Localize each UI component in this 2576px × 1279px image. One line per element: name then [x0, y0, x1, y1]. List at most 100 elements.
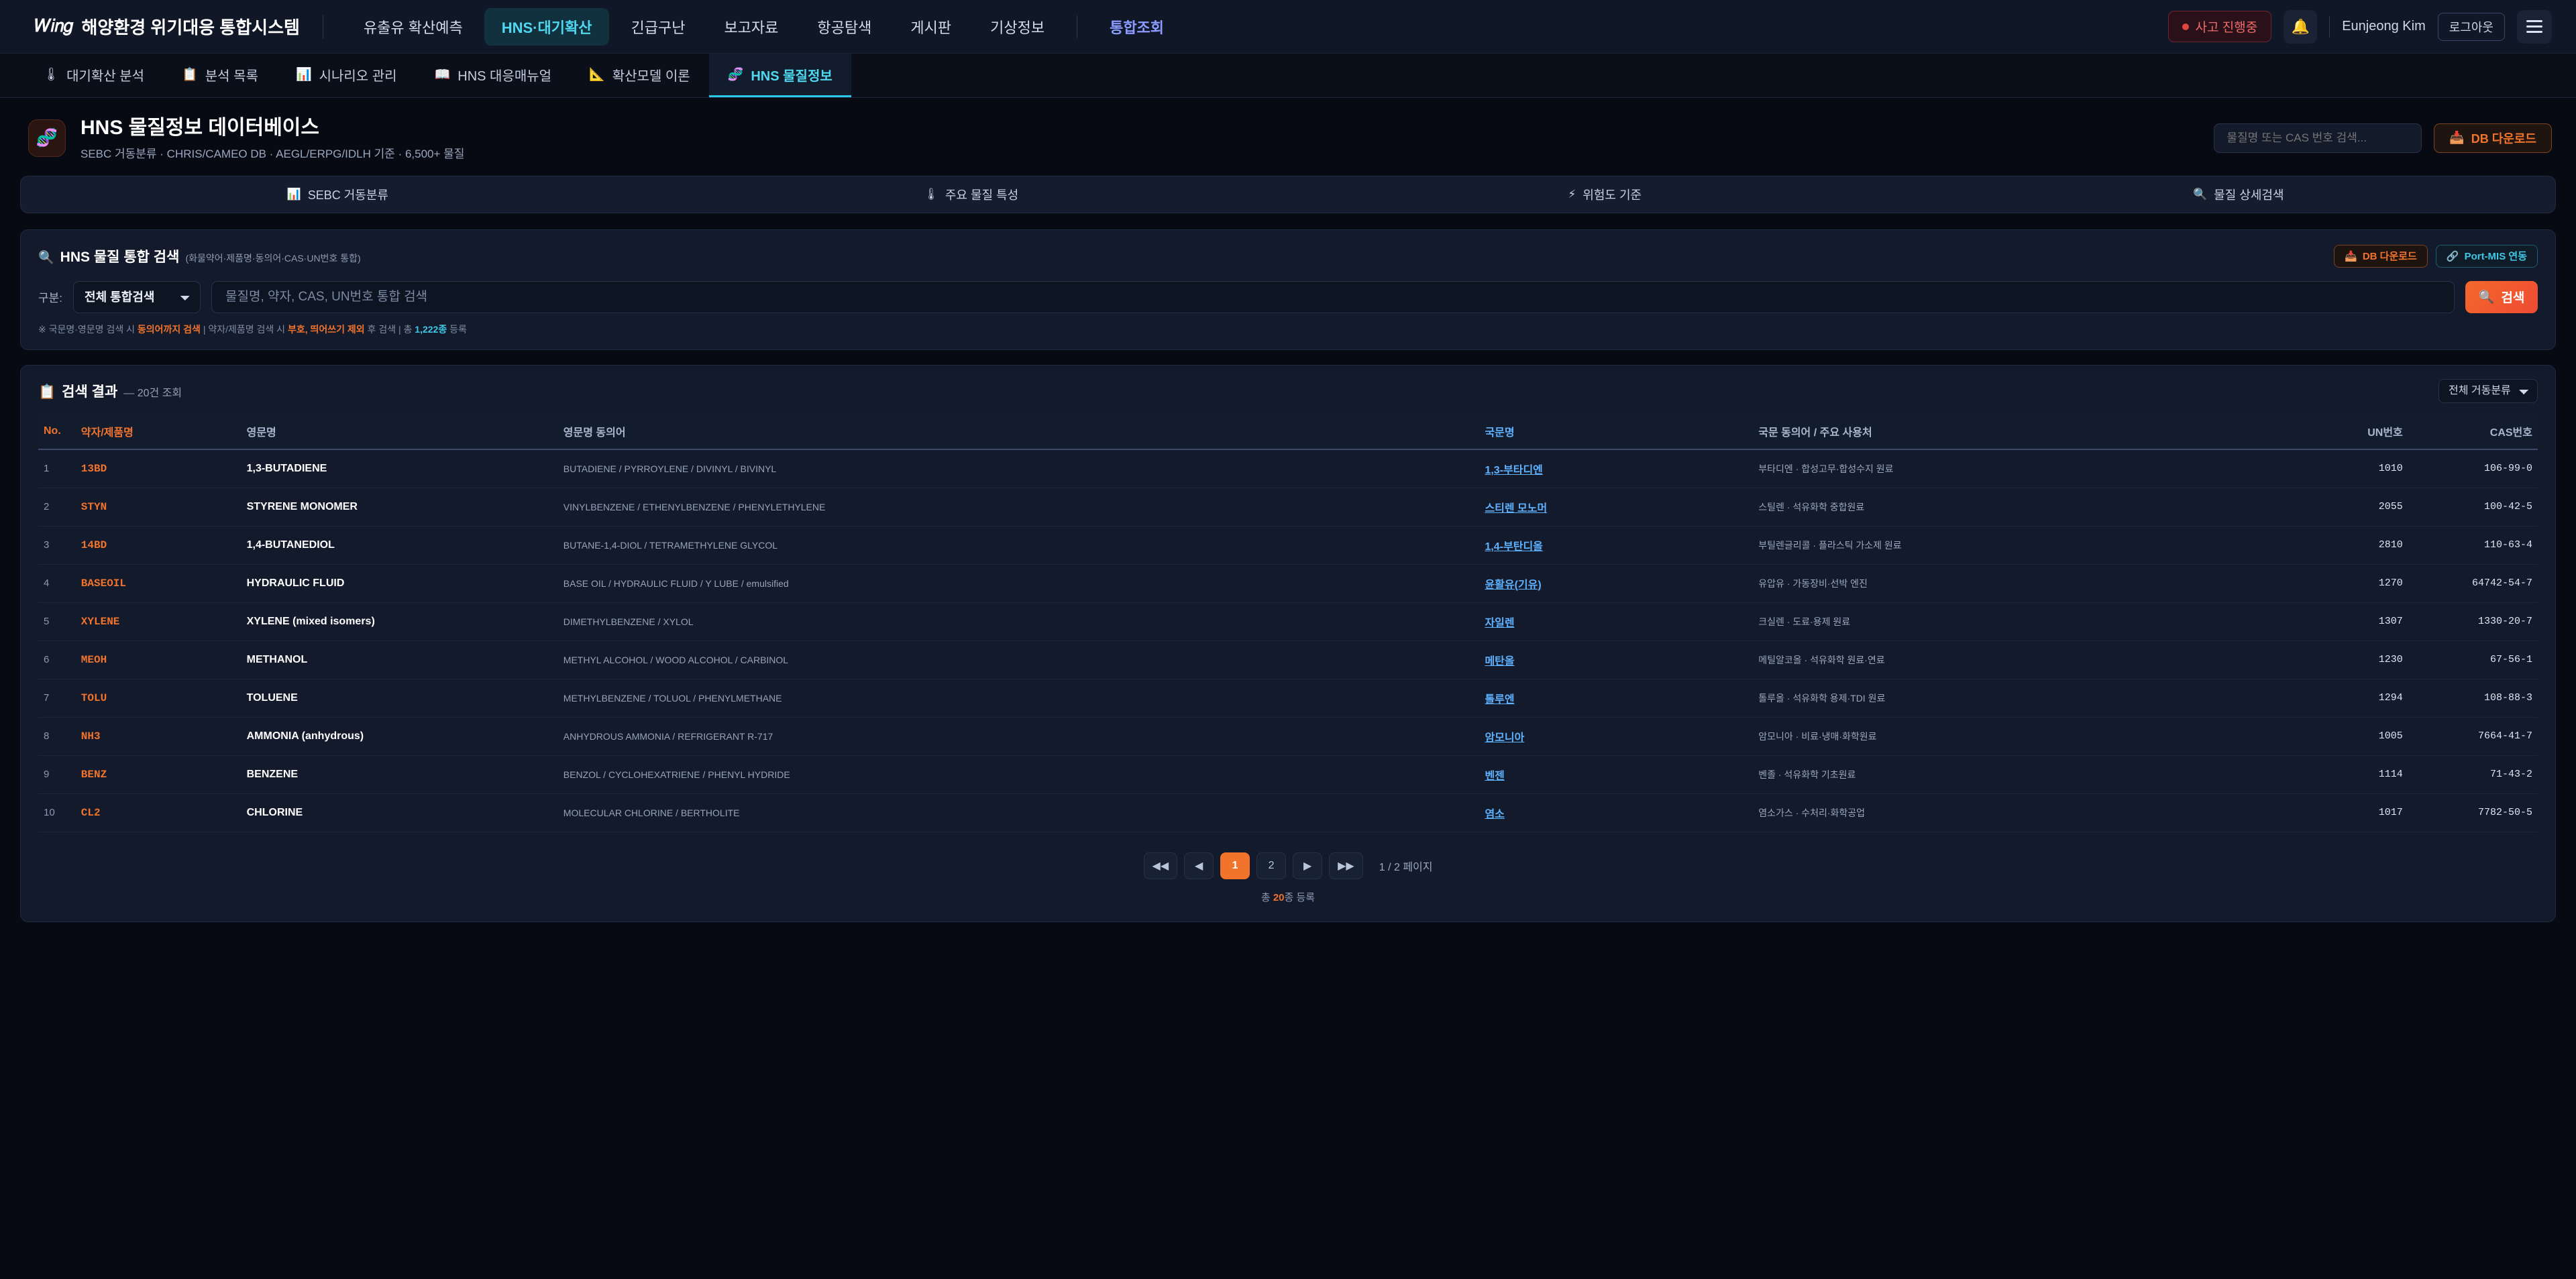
korean-name-link[interactable]: 윤활유(기유): [1485, 579, 1542, 591]
korean-name-link[interactable]: 1,3-부타디엔: [1485, 464, 1543, 476]
notification-bell-icon[interactable]: 🔔: [2284, 9, 2318, 44]
column-header-korean[interactable]: 국문명: [1479, 414, 1754, 450]
cell-korean[interactable]: 1,3-부타디엔: [1479, 449, 1754, 488]
column-header-no[interactable]: No.: [38, 414, 76, 450]
total-number: 20: [1273, 891, 1285, 903]
cell-english-synonyms: ANHYDROUS AMMONIA / REFRIGERANT R-717: [557, 717, 1480, 756]
main-menu-item-weather[interactable]: 기상정보: [990, 19, 1045, 36]
column-header-cas-number[interactable]: CAS번호: [2408, 414, 2538, 450]
pagination-last-button[interactable]: ▶▶: [1329, 852, 1363, 879]
cell-korean[interactable]: 윤활유(기유): [1479, 564, 1754, 603]
subnav-item-hns-substance-info[interactable]: 🧬 HNS 물질정보: [708, 54, 851, 97]
korean-name-link[interactable]: 염소: [1485, 808, 1505, 820]
korean-name-link[interactable]: 메탄올: [1485, 655, 1515, 667]
category-tab-bar: 📊 SEBC 거동분류 🌡 주요 물질 특성 ⚡ 위험도 기준 🔍 물질 상세검…: [20, 175, 2556, 213]
table-row[interactable]: 4 BASEOIL HYDRAULIC FLUID BASE OIL / HYD…: [38, 564, 2538, 603]
top-right-controls: 사고 진행중 🔔 Eunjeong Kim 로그아웃: [2167, 9, 2552, 44]
cat-tab-sebc-classification[interactable]: 📊 SEBC 거동분류: [21, 176, 655, 213]
table-row[interactable]: 7 TOLU TOLUENE METHYLBENZENE / TOLUOL / …: [38, 679, 2538, 718]
link-icon: 🔗: [2446, 250, 2459, 262]
pagination-prev-button[interactable]: ◀: [1184, 852, 1214, 879]
cell-korean[interactable]: 스티렌 모노머: [1479, 488, 1754, 526]
cell-english-synonyms: METHYL ALCOHOL / WOOD ALCOHOL / CARBINOL: [557, 641, 1480, 679]
main-menu-item-aerial-search[interactable]: 항공탐색: [817, 19, 872, 36]
search-controls-row: 구분: 전체 통합검색 🔍 검색: [38, 280, 2538, 313]
cell-no: 4: [38, 564, 76, 603]
search-input[interactable]: [211, 280, 2455, 313]
cell-korean[interactable]: 벤젠: [1479, 755, 1754, 794]
cell-korean-synonyms: 염소가스 · 수처리·화학공업: [1753, 793, 2322, 832]
cat-tab-hazard-criteria[interactable]: ⚡ 위험도 기준: [1288, 176, 1922, 213]
subnav-item-hns-manual[interactable]: 📖 HNS 대응매뉴얼: [416, 54, 570, 97]
column-header-abbr[interactable]: 약자/제품명: [75, 414, 241, 450]
status-badge[interactable]: 사고 진행중: [2167, 11, 2272, 42]
search-panel: 🔍 HNS 물질 통합 검색 (화물약어·제품명·동의어·CAS·UN번호 통합…: [20, 229, 2556, 350]
cell-english-synonyms: MOLECULAR CHLORINE / BERTHOLITE: [557, 793, 1480, 832]
subnav-item-dispersion-analysis[interactable]: 🌡 대기확산 분석: [24, 54, 163, 97]
main-menu-item-board[interactable]: 게시판: [910, 19, 952, 36]
korean-name-link[interactable]: 1,4-부탄디올: [1485, 541, 1543, 553]
db-download-button[interactable]: 📥 DB 다운로드: [2434, 123, 2552, 153]
search-type-select[interactable]: 전체 통합검색: [73, 280, 201, 313]
korean-name-link[interactable]: 스티렌 모노머: [1485, 502, 1548, 514]
subnav-item-scenario-management[interactable]: 📊 시나리오 관리: [277, 54, 416, 97]
korean-name-link[interactable]: 암모니아: [1485, 732, 1525, 744]
cat-tab-key-properties[interactable]: 🌡 주요 물질 특성: [655, 176, 1289, 213]
hamburger-menu-icon[interactable]: [2517, 9, 2552, 44]
column-header-un-number[interactable]: UN번호: [2322, 414, 2408, 450]
column-header-english-synonyms[interactable]: 영문명 동의어: [557, 414, 1480, 450]
table-row[interactable]: 1 13BD 1,3-BUTADIENE BUTADIENE / PYRROYL…: [38, 449, 2538, 488]
cell-un-number: 1294: [2322, 679, 2408, 718]
panel-db-download-button[interactable]: 📥 DB 다운로드: [2334, 244, 2428, 268]
search-icon: 🔍: [2192, 187, 2208, 201]
logout-button[interactable]: 로그아웃: [2437, 12, 2505, 41]
brand[interactable]: 𝑊𝑖𝑛𝑔 해양환경 위기대응 통합시스템: [35, 14, 300, 39]
search-button[interactable]: 🔍 검색: [2465, 280, 2538, 313]
pagination-page-2[interactable]: 2: [1256, 852, 1287, 879]
pagination-next-button[interactable]: ▶: [1293, 852, 1323, 879]
cell-korean[interactable]: 자일렌: [1479, 602, 1754, 641]
pagination-page-1[interactable]: 1: [1220, 852, 1250, 879]
main-menu-item-reports[interactable]: 보고자료: [724, 19, 779, 36]
column-header-korean-synonyms[interactable]: 국문 동의어 / 주요 사용처: [1753, 414, 2322, 450]
table-row[interactable]: 3 14BD 1,4-BUTANEDIOL BUTANE-1,4-DIOL / …: [38, 526, 2538, 565]
cell-korean[interactable]: 염소: [1479, 793, 1754, 832]
main-menu-item-emergency-rescue[interactable]: 긴급구난: [631, 19, 686, 36]
cell-korean[interactable]: 1,4-부탄디올: [1479, 526, 1754, 565]
cell-english: 1,4-BUTANEDIOL: [241, 526, 558, 565]
korean-name-link[interactable]: 벤젠: [1485, 770, 1505, 782]
cell-korean[interactable]: 암모니아: [1479, 717, 1754, 756]
results-title-group: 📋 검색 결과 — 20건 조회: [38, 381, 182, 401]
cell-korean[interactable]: 메탄올: [1479, 641, 1754, 679]
cell-korean[interactable]: 톨루엔: [1479, 679, 1754, 718]
cell-no: 3: [38, 526, 76, 565]
search-icon: 🔍: [38, 250, 54, 265]
page-header: 🧬 HNS 물질정보 데이터베이스 SEBC 거동분류 · CHRIS/CAME…: [0, 98, 2576, 176]
main-menu-item-integrated-search[interactable]: 통합조회: [1110, 19, 1165, 36]
table-row[interactable]: 9 BENZ BENZENE BENZOL / CYCLOHEXATRIENE …: [38, 755, 2538, 794]
header-search-input[interactable]: [2214, 123, 2422, 153]
korean-name-link[interactable]: 톨루엔: [1485, 693, 1515, 706]
total-suffix: 종 등록: [1284, 891, 1316, 903]
subnav-item-model-theory[interactable]: 📐 확산모델 이론: [570, 54, 709, 97]
pagination-first-button[interactable]: ◀◀: [1143, 852, 1178, 879]
table-row[interactable]: 5 XYLENE XYLENE (mixed isomers) DIMETHYL…: [38, 602, 2538, 641]
table-row[interactable]: 6 MEOH METHANOL METHYL ALCOHOL / WOOD AL…: [38, 641, 2538, 679]
korean-name-link[interactable]: 자일렌: [1485, 617, 1515, 629]
main-menu-item-hns-atmospheric[interactable]: HNS·대기확산: [484, 7, 610, 46]
subnav-item-analysis-list[interactable]: 📋 분석 목록: [163, 54, 277, 97]
cat-tab-detailed-search[interactable]: 🔍 물질 상세검색: [1922, 176, 2556, 213]
table-row[interactable]: 10 CL2 CHLORINE MOLECULAR CHLORINE / BER…: [38, 793, 2538, 832]
cell-cas-number: 67-56-1: [2408, 641, 2538, 679]
behavior-class-filter-select[interactable]: 전체 거동분류: [2438, 378, 2538, 403]
main-menu-item-oil-spill[interactable]: 유출유 확산예측: [363, 19, 463, 36]
download-icon: 📥: [2449, 131, 2465, 145]
table-row[interactable]: 8 NH3 AMMONIA (anhydrous) ANHYDROUS AMMO…: [38, 717, 2538, 756]
cell-english-synonyms: VINYLBENZENE / ETHENYLBENZENE / PHENYLET…: [557, 488, 1480, 526]
subnav-label: 확산모델 이론: [612, 68, 690, 84]
port-mis-link-button[interactable]: 🔗 Port-MIS 연동: [2435, 244, 2538, 268]
column-header-english[interactable]: 영문명: [241, 414, 558, 450]
table-row[interactable]: 2 STYN STYRENE MONOMER VINYLBENZENE / ET…: [38, 488, 2538, 526]
thermometer-icon: 🌡: [924, 187, 938, 201]
subnav-label: 분석 목록: [205, 68, 258, 84]
